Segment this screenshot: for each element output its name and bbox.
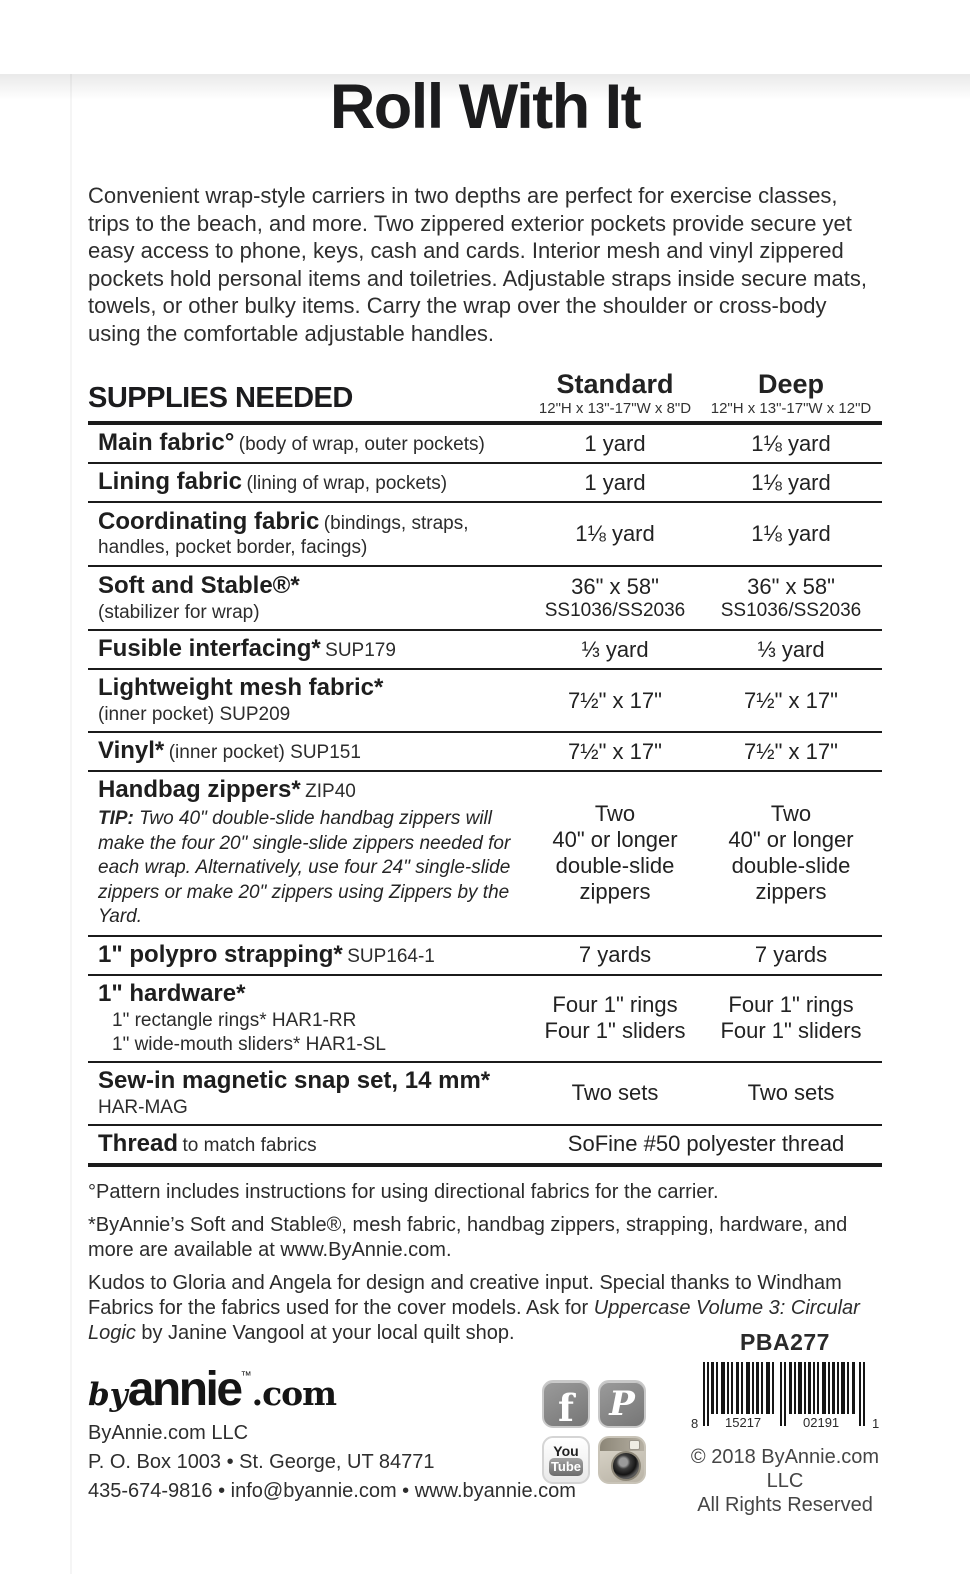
- barcode-digits: 02191: [803, 1415, 839, 1430]
- supplies-heading: SUPPLIES NEEDED: [88, 382, 353, 415]
- book-title: Uppercase Volume 3: Circular Logic: [88, 1296, 860, 1344]
- barcode-digits: 15217: [725, 1415, 761, 1430]
- supply-desc: (inner pocket) SUP209: [98, 704, 291, 726]
- supply-desc: (body of wrap, outer pockets): [238, 434, 485, 456]
- standard-value: 7½" x 17": [568, 738, 662, 764]
- deep-value: 7½" x 17": [744, 687, 838, 713]
- deep-value: 1⅛ yard: [751, 469, 831, 495]
- company-address: P. O. Box 1003 • St. George, UT 84771: [88, 1451, 435, 1473]
- supply-desc: (inner pocket) SUP151: [168, 742, 361, 764]
- standard-value: 36" x 58" SS1036/SS2036: [544, 574, 686, 622]
- column-dimensions: 12"H x 13"-17"W x 8"D: [538, 400, 692, 418]
- standard-value: ⅓ yard: [581, 636, 649, 662]
- supply-name: Vinyl*: [98, 737, 165, 765]
- table-row-polypro-strapping: 1" polypro strapping* SUP164-1 7 yards 7…: [88, 937, 882, 976]
- supply-name: 1" polypro strapping*: [98, 940, 343, 968]
- byannie-logo: byannie™.com: [88, 1363, 337, 1416]
- standard-value: 7½" x 17": [568, 687, 662, 713]
- supply-name: Soft and Stable®*: [98, 571, 300, 599]
- supply-name: Coordinating fabric: [98, 507, 320, 535]
- facebook-icon: f: [542, 1380, 590, 1430]
- supply-desc: to match fabrics: [182, 1134, 317, 1156]
- deep-value: ⅓ yard: [757, 636, 825, 662]
- deep-value: 7½" x 17": [744, 738, 838, 764]
- supply-name: Lining fabric: [98, 468, 242, 496]
- supply-name: Fusible interfacing*: [98, 635, 321, 663]
- standard-value: 7 yards: [578, 942, 652, 968]
- standard-value: Two sets: [571, 1080, 659, 1106]
- footnotes: °Pattern includes instructions for using…: [88, 1180, 882, 1346]
- table-row-mesh-fabric: Lightweight mesh fabric* (inner pocket) …: [88, 670, 882, 734]
- table-row-soft-and-stable: Soft and Stable®* (stabilizer for wrap) …: [88, 567, 882, 632]
- social-icons: f P You Tube: [542, 1380, 646, 1484]
- company-name: ByAnnie.com LLC: [88, 1422, 249, 1444]
- column-dimensions: 12"H x 13"-17"W x 12"D: [710, 400, 872, 418]
- thread-value: SoFine #50 polyester thread: [567, 1131, 845, 1157]
- deep-value: 36" x 58" SS1036/SS2036: [720, 574, 862, 622]
- supply-desc: (lining of wrap, pockets): [246, 473, 448, 495]
- deep-value: 1⅛ yard: [751, 430, 831, 456]
- table-row-magnetic-snap: Sew-in magnetic snap set, 14 mm* HAR-MAG…: [88, 1063, 882, 1126]
- table-row-lining-fabric: Lining fabric (lining of wrap, pockets) …: [88, 464, 882, 504]
- kudos-paragraph: Kudos to Gloria and Angela for design an…: [88, 1271, 860, 1344]
- standard-value: 1⅛ yard: [575, 521, 655, 547]
- column-label: Standard: [556, 369, 674, 400]
- table-row-fusible-interfacing: Fusible interfacing* SUP179 ⅓ yard ⅓ yar…: [88, 631, 882, 671]
- supplies-table-header: SUPPLIES NEEDED Standard 12"H x 13"-17"W…: [88, 369, 882, 421]
- publisher-block: byannie™.com ByAnnie.com LLC P. O. Box 1…: [88, 1362, 576, 1504]
- pattern-number: PBA277: [740, 1329, 830, 1355]
- supply-desc: (stabilizer for wrap): [98, 601, 260, 623]
- supply-code: ZIP40: [305, 781, 356, 803]
- table-row-hardware: 1" hardware* 1" rectangle rings* HAR1-RR…: [88, 976, 882, 1063]
- supply-name: 1" hardware*: [98, 979, 246, 1007]
- supply-desc: 1" rectangle rings* HAR1-RR: [112, 1009, 357, 1031]
- barcode-digit: 1: [872, 1416, 879, 1431]
- deep-value: 1⅛ yard: [751, 521, 831, 547]
- table-row-main-fabric: Main fabric° (body of wrap, outer pocket…: [88, 425, 882, 465]
- supply-code: HAR-MAG: [98, 1096, 188, 1118]
- deep-value: Two sets: [747, 1080, 835, 1106]
- table-row-handbag-zippers: Handbag zippers* ZIP40 TIP: Two 40" doub…: [88, 772, 882, 937]
- upc-barcode: 8 15217 02191 1: [691, 1362, 879, 1431]
- page-title: Roll With It: [329, 72, 642, 142]
- intro-paragraph: Convenient wrap-style carriers in two de…: [88, 183, 867, 346]
- supplies-table: Main fabric° (body of wrap, outer pocket…: [88, 421, 882, 1167]
- instagram-icon: [598, 1436, 646, 1484]
- column-header-deep: Deep 12"H x 13"-17"W x 12"D: [700, 369, 882, 421]
- supply-code: SUP164-1: [347, 945, 435, 967]
- barcode-digit: 8: [691, 1416, 698, 1431]
- column-label: Deep: [757, 369, 825, 400]
- supply-desc: (bindings, straps, handles, pocket borde…: [98, 512, 469, 558]
- supply-desc: 1" wide-mouth sliders* HAR1-SL: [112, 1033, 386, 1055]
- page: Roll With It Convenient wrap-style carri…: [0, 74, 970, 1346]
- supply-code: SUP179: [325, 640, 396, 662]
- supply-name: Handbag zippers*: [98, 776, 301, 804]
- supply-name: Main fabric°: [98, 429, 235, 457]
- footnote-directional: °Pattern includes instructions for using…: [88, 1180, 719, 1203]
- footnote-availability: *ByAnnie’s Soft and Stable®, mesh fabric…: [88, 1213, 848, 1261]
- table-row-coordinating-fabric: Coordinating fabric (bindings, straps, h…: [88, 503, 882, 568]
- deep-value: Four 1" rings Four 1" sliders: [720, 992, 862, 1044]
- deep-value: 7 yards: [754, 942, 828, 968]
- standard-value: 1 yard: [584, 430, 646, 456]
- barcode-block: PBA277 8 15217 02191 1 ©: [686, 1329, 884, 1517]
- standard-value: Two 40" or longer double-slide zippers: [552, 801, 678, 905]
- youtube-icon: You Tube: [542, 1436, 590, 1484]
- copyright: © 2018 ByAnnie.com LLC All Rights Reserv…: [690, 1446, 880, 1516]
- supply-name: Thread: [98, 1129, 179, 1157]
- zipper-tip: TIP: Two 40" double-slide handbag zipper…: [98, 808, 511, 928]
- table-row-thread: Thread to match fabrics SoFine #50 polye…: [88, 1126, 882, 1167]
- supply-name: Lightweight mesh fabric*: [98, 674, 384, 702]
- company-contact: 435-674-9816 • info@byannie.com • www.by…: [88, 1480, 576, 1502]
- deep-value: Two 40" or longer double-slide zippers: [728, 801, 854, 905]
- supply-name: Sew-in magnetic snap set, 14 mm*: [98, 1066, 491, 1094]
- column-header-standard: Standard 12"H x 13"-17"W x 8"D: [530, 369, 700, 421]
- standard-value: Four 1" rings Four 1" sliders: [544, 992, 686, 1044]
- standard-value: 1 yard: [584, 469, 646, 495]
- table-row-vinyl: Vinyl* (inner pocket) SUP151 7½" x 17" 7…: [88, 733, 882, 773]
- pinterest-icon: P: [598, 1380, 646, 1428]
